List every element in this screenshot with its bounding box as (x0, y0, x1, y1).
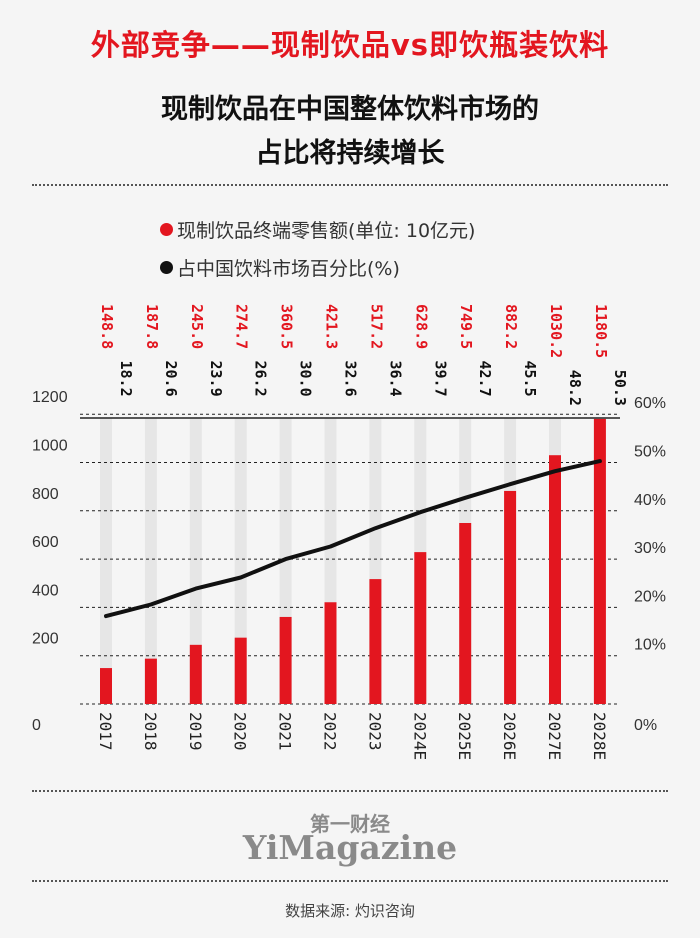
share-value-label: 30.0 (297, 361, 315, 397)
legend-item-retail: 现制饮品终端零售额(单位: 10亿元) (160, 216, 475, 243)
retail-value-label: 148.8 (98, 304, 116, 349)
category-label: 2026E (500, 712, 519, 760)
share-value-label: 36.4 (386, 361, 404, 397)
share-value-label: 23.9 (207, 361, 225, 397)
retail-value-label: 749.5 (457, 304, 475, 349)
retail-bar (279, 616, 292, 704)
brand-name-cn: 第一财经 (310, 812, 390, 836)
category-label: 2022 (321, 712, 340, 751)
retail-bar (100, 668, 112, 704)
chart-subtitle-line2: 占比将持续增长 (255, 138, 445, 169)
right-axis-tick-label: 30% (634, 540, 666, 557)
right-axis-tick-label: 50% (634, 444, 666, 461)
retail-bar (144, 658, 157, 704)
brand-name-en: YiMagazine (242, 828, 458, 867)
data-source: 数据来源: 灼识咨询 (285, 902, 415, 920)
retail-value-label: 274.7 (233, 304, 251, 349)
top-divider (32, 184, 668, 186)
left-axis-tick-label: 1200 (32, 389, 68, 406)
column-band (144, 418, 157, 704)
retail-value-label: 421.3 (323, 304, 341, 349)
share-value-label: 20.6 (162, 361, 180, 397)
right-axis-tick-label: 40% (634, 492, 666, 509)
share-value-label: 18.2 (117, 361, 135, 397)
share-value-label: 45.5 (521, 361, 539, 397)
retail-bar (324, 602, 337, 704)
category-label: 2027E (545, 712, 564, 760)
legend-red-dot-icon (160, 223, 173, 236)
left-axis-tick-label: 600 (32, 534, 59, 551)
retail-bar (369, 579, 382, 704)
left-axis-tick-label: 400 (32, 582, 59, 599)
bottom-divider-1 (32, 790, 668, 792)
share-value-label: 48.2 (566, 370, 584, 406)
retail-value-label: 628.9 (412, 304, 430, 349)
right-axis-tick-label: 60% (634, 395, 666, 412)
share-value-label: 50.3 (611, 370, 629, 406)
retail-value-label: 360.5 (278, 304, 296, 349)
retail-bar (234, 637, 247, 704)
retail-value-label: 517.2 (367, 304, 385, 349)
category-label: 2024E (410, 712, 429, 760)
category-label: 2019 (186, 712, 205, 751)
share-value-label: 42.7 (476, 361, 494, 397)
chart-subtitle-line1: 现制饮品在中国整体饮料市场的 (161, 94, 539, 125)
left-axis-tick-label: 800 (32, 486, 59, 503)
retail-bar (549, 455, 561, 704)
category-label: 2028E (590, 712, 609, 760)
category-label: 2018 (141, 712, 160, 751)
share-value-label: 39.7 (431, 361, 449, 397)
category-label: 2020 (231, 712, 250, 751)
retail-value-label: 187.8 (143, 304, 161, 349)
retail-bar (189, 644, 202, 704)
share-line (104, 459, 602, 619)
chart-subtitle: 现制饮品在中国整体饮料市场的 占比将持续增长 (0, 88, 700, 176)
left-axis-tick-label: 0 (32, 717, 41, 734)
retail-value-label: 1030.2 (547, 304, 565, 358)
left-axis-tick-label: 1000 (32, 438, 68, 455)
retail-bar (593, 418, 606, 704)
share-value-label: 32.6 (342, 361, 360, 397)
retail-bar (504, 490, 517, 704)
right-axis-tick-label: 0% (634, 717, 657, 734)
retail-value-label: 882.2 (502, 304, 520, 349)
category-label: 2021 (276, 712, 295, 751)
retail-bar (459, 522, 472, 704)
category-label: 2023 (365, 712, 384, 751)
column-band (234, 418, 247, 704)
retail-value-label: 1180.5 (592, 304, 610, 358)
legend-black-dot-icon (160, 261, 173, 274)
category-label: 2017 (96, 712, 115, 751)
column-band (189, 418, 202, 704)
legend-label-share: 占中国饮料市场百分比(%) (177, 258, 400, 280)
legend-item-share: 占中国饮料市场百分比(%) (160, 254, 400, 281)
retail-bar (414, 552, 427, 704)
share-value-label: 26.2 (252, 361, 270, 397)
right-axis-tick-label: 10% (634, 637, 666, 654)
left-axis-tick-label: 200 (32, 631, 59, 648)
column-band (100, 418, 112, 704)
legend-label-retail: 现制饮品终端零售额(单位: 10亿元) (177, 220, 476, 242)
combo-chart: 0 200 400 600 800 1000 1200 0% 10% 20% 30% 40% 50% 60… (32, 304, 666, 760)
chart-header-title: 外部竞争——现制饮品vs即饮瓶装饮料 (90, 28, 610, 62)
bottom-divider-2 (32, 880, 668, 882)
right-axis-tick-label: 20% (634, 588, 666, 605)
category-label: 2025E (455, 712, 474, 760)
retail-value-label: 245.0 (188, 304, 206, 349)
